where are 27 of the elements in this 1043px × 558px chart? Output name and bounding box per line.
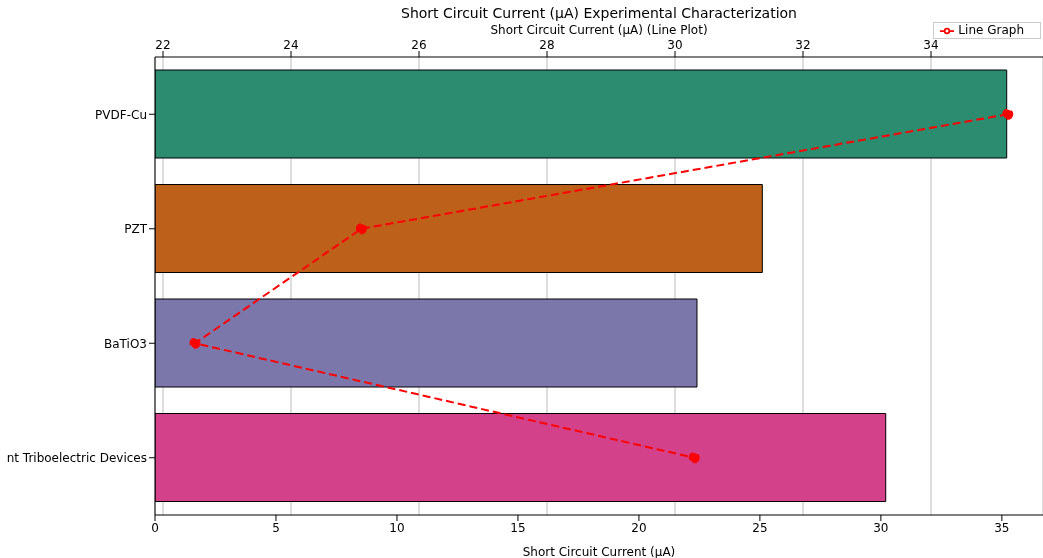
x-axis-title: Short Circuit Current (µA): [522, 545, 676, 558]
x-tick-label: 0: [151, 520, 159, 535]
y-tick-label: BaTiO3: [104, 336, 147, 351]
x-tick-label: 35: [994, 520, 1010, 535]
x2-tick-label: 22: [155, 38, 171, 52]
point: [1002, 108, 1014, 120]
x-tick-label: 30: [873, 520, 889, 535]
x2-axis-title: Short Circuit Current (µA) (Line Plot): [490, 22, 708, 37]
x-tick-label: 10: [389, 520, 405, 535]
y-tick-label: nt Triboelectric Devices: [6, 451, 147, 466]
x2-tick-label: 32: [795, 38, 811, 52]
chart-title: Short Circuit Current (µA) Experimental Characterization: [400, 5, 798, 21]
x2-tick-label: 34: [923, 38, 939, 52]
legend-label: Line Graph: [958, 23, 1024, 37]
x2-tick-label: 28: [539, 38, 555, 52]
point: [688, 452, 700, 464]
x2-tick-label: 24: [283, 38, 299, 52]
point: [355, 223, 367, 235]
point: [189, 337, 201, 349]
x-tick-label: 20: [631, 520, 647, 535]
x-tick-label: 25: [752, 520, 768, 535]
x2-tick-label: 30: [667, 38, 683, 52]
y-tick-label: PVDF-Cu: [95, 107, 147, 122]
x2-tick-label: 26: [411, 38, 427, 52]
x-tick-label: 5: [272, 520, 280, 535]
y-tick-label: PZT: [124, 222, 148, 237]
x-tick-label: 15: [510, 520, 526, 535]
